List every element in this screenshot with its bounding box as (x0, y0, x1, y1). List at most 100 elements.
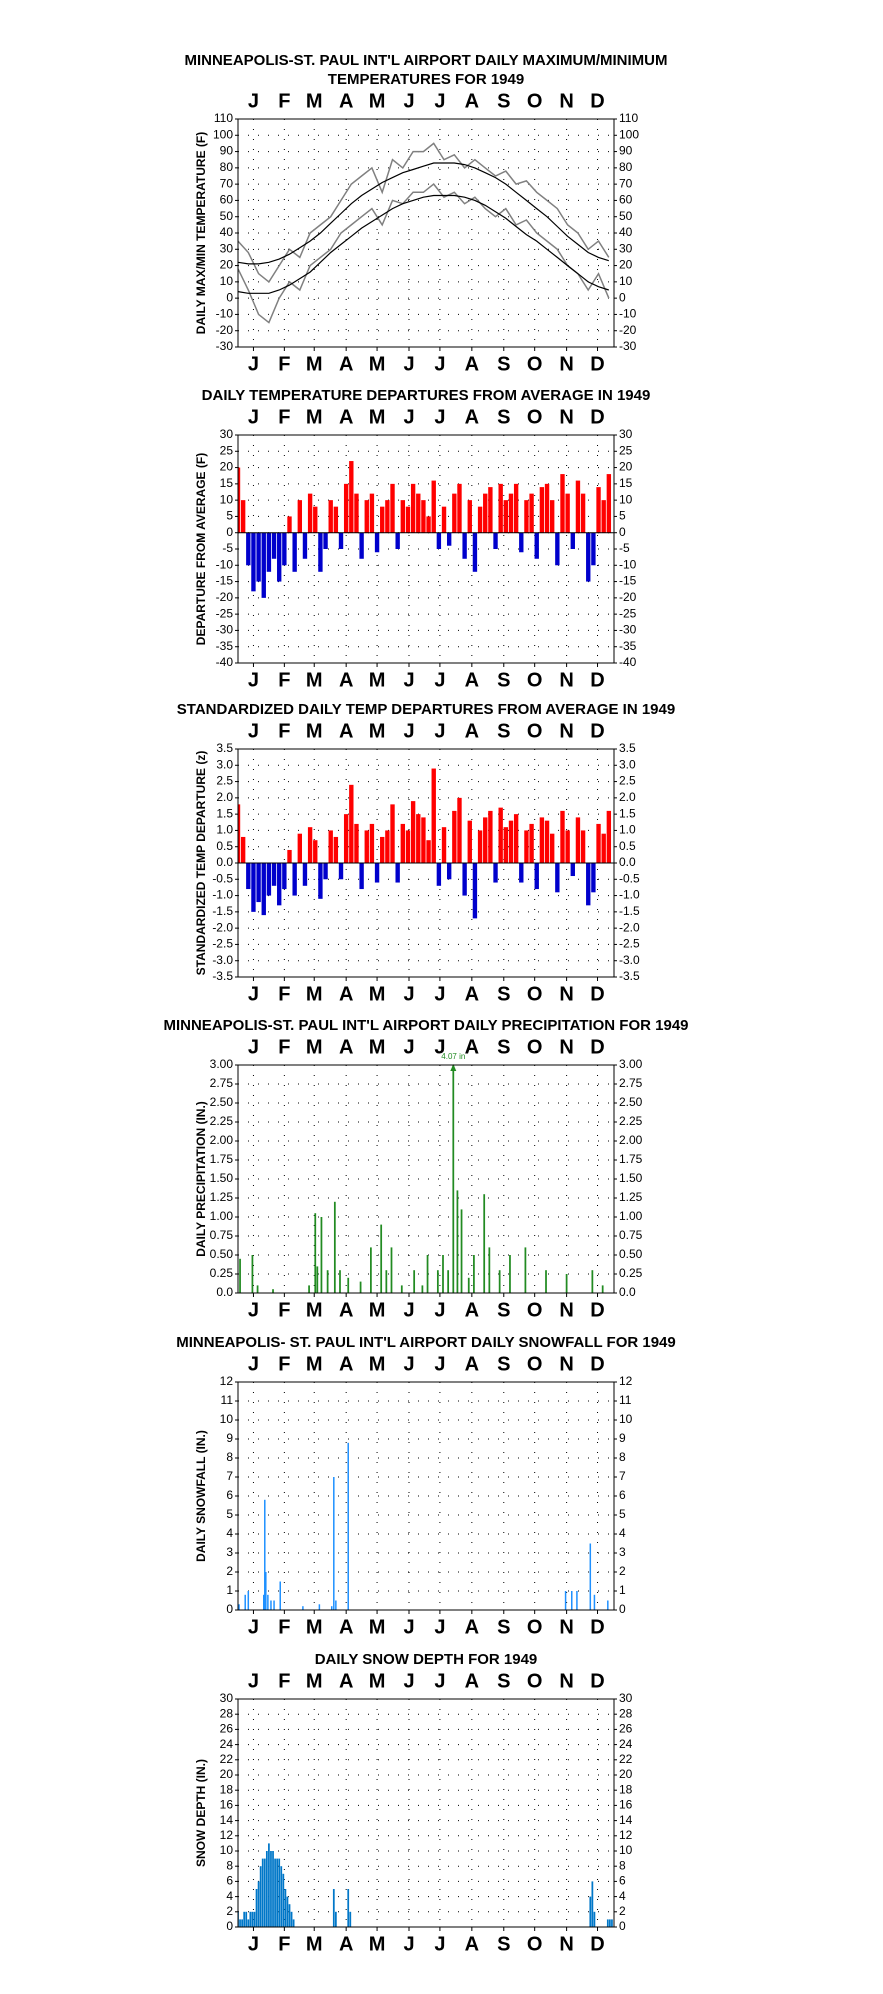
y-tick-label: 1.50 (619, 1171, 643, 1185)
y-tick-label: 2.50 (619, 1095, 643, 1109)
bar (421, 500, 426, 533)
x-tick-label: J (403, 720, 414, 742)
x-tick-label: A (339, 90, 353, 112)
bar (405, 506, 411, 533)
x-tick-label: F (278, 1036, 290, 1058)
x-tick-label: A (339, 1353, 353, 1375)
y-axis-label: DAILY MAX/MIN TEMPERATURE (F) (194, 132, 208, 334)
x-tick-label: O (527, 1933, 543, 1955)
y-tick-label: 60 (619, 193, 633, 207)
y-tick-label: 2.00 (210, 1133, 234, 1147)
x-tick-label: N (559, 1933, 573, 1955)
bar (462, 532, 467, 559)
bar (586, 863, 591, 906)
y-tick-label: 10 (220, 1843, 234, 1857)
y-tick-label: 10 (220, 274, 234, 288)
bar (431, 480, 436, 533)
x-tick-label: F (278, 1933, 290, 1955)
y-tick-label: 10 (220, 1412, 234, 1426)
y-tick-label: -0.5 (212, 871, 233, 885)
bar (472, 532, 478, 572)
y-tick-label: 30 (619, 427, 633, 441)
bar (431, 768, 436, 863)
bar (483, 493, 488, 533)
bar (263, 1594, 265, 1610)
y-tick-label: 50 (220, 209, 234, 223)
y-tick-label: 2.0 (216, 790, 233, 804)
x-tick-label: N (559, 90, 573, 112)
y-tick-label: 0.0 (619, 855, 636, 869)
plot-frame (237, 1698, 615, 1928)
bar (498, 1270, 501, 1293)
x-tick-label: D (590, 1616, 604, 1638)
x-tick-label: D (590, 669, 604, 691)
y-tick-label: 1.25 (619, 1190, 643, 1204)
bar (385, 1270, 388, 1293)
x-tick-label: F (278, 406, 290, 428)
bar (266, 532, 272, 572)
bar (529, 823, 534, 863)
bar (544, 483, 550, 533)
y-tick-label: 3.5 (216, 741, 233, 755)
plot-frame (237, 1064, 615, 1294)
bar (313, 840, 318, 863)
bar (308, 1285, 310, 1293)
plot-frame (237, 1381, 615, 1611)
bar (580, 493, 586, 533)
x-tick-label: J (403, 1036, 414, 1058)
y-tick-label: -30 (216, 623, 234, 637)
bar (243, 1911, 246, 1927)
bar (302, 1606, 304, 1610)
x-tick-label: J (248, 406, 259, 428)
y-tick-label: 0 (619, 290, 626, 304)
y-tick-label: 2 (226, 1564, 233, 1578)
bar (513, 814, 519, 863)
x-tick-label: M (306, 1670, 323, 1692)
y-tick-label: 22 (220, 1752, 234, 1766)
y-tick-label: -20 (619, 323, 637, 337)
bar (545, 1270, 547, 1293)
bar (238, 804, 241, 863)
bar (302, 863, 308, 886)
bar (467, 500, 472, 533)
x-tick-label: D (590, 353, 604, 375)
y-tick-label: 1.50 (210, 1171, 234, 1185)
x-tick-label: M (306, 1616, 323, 1638)
x-tick-label: O (527, 983, 543, 1005)
y-tick-label: 100 (619, 127, 639, 141)
y-tick-label: 80 (220, 160, 234, 174)
bar (335, 1600, 337, 1610)
bar (238, 1604, 240, 1610)
x-tick-label: S (497, 720, 510, 742)
x-tick-label: D (590, 1353, 604, 1375)
y-tick-label: 90 (220, 144, 234, 158)
x-tick-label: A (465, 353, 479, 375)
x-tick-label: F (278, 1299, 290, 1321)
x-tick-label: M (369, 720, 386, 742)
y-tick-label: 14 (619, 1813, 633, 1827)
y-tick-label: 3.00 (210, 1057, 234, 1071)
y-tick-label: 15 (619, 476, 633, 490)
bar (247, 1919, 250, 1927)
x-tick-label: F (278, 90, 290, 112)
y-axis-label: DAILY SNOWFALL (IN.) (194, 1430, 208, 1562)
y-tick-label: -10 (619, 307, 637, 321)
x-tick-label: A (465, 720, 479, 742)
bar (457, 797, 462, 863)
bar (354, 493, 359, 533)
x-tick-label: N (559, 1670, 573, 1692)
bar (488, 810, 493, 863)
y-tick-label: 70 (619, 176, 633, 190)
bar (570, 863, 575, 877)
y-tick-label: 3.0 (216, 757, 233, 771)
bar (483, 1194, 486, 1293)
bar (251, 532, 256, 592)
bar (390, 804, 395, 863)
bar (249, 1911, 252, 1927)
x-tick-label: D (590, 720, 604, 742)
bar (251, 863, 256, 912)
bar (265, 1572, 267, 1610)
x-tick-label: J (248, 720, 259, 742)
bar (323, 863, 328, 880)
series-line (238, 162, 609, 265)
